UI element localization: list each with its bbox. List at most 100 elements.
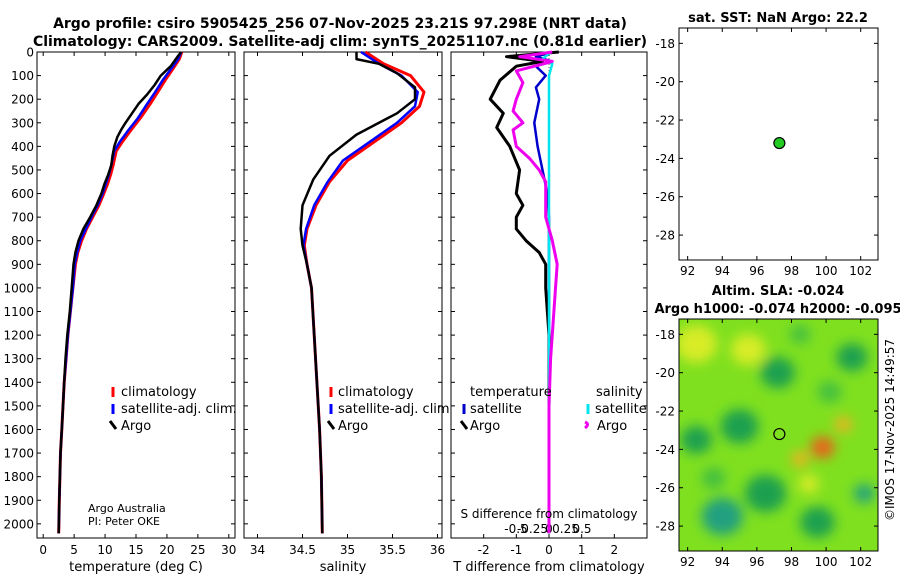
- salinity-x-ticks: 34 34.5 35 35.5 36: [250, 52, 445, 557]
- y-tick-label: 300: [11, 116, 34, 130]
- y-tick-label: 500: [11, 163, 34, 177]
- sla-map-points: [773, 427, 786, 441]
- x-tick-label: 1: [578, 543, 586, 557]
- temperature-legend: climatology satellite-adj. clim. Argo: [108, 385, 237, 434]
- sub-title: Climatology: CARS2009. Satellite-adj cli…: [33, 34, 647, 50]
- legend-s-satellite-label: satellite: [595, 402, 647, 417]
- s-tick-label: 0.5: [572, 522, 591, 536]
- temperature-y-ticks: 0 100 200 300 400 500 600 700 800 900 1000 1100 1200…: [3, 46, 235, 531]
- x-tick-label: 0: [39, 543, 47, 557]
- series-line-argo: [299, 52, 417, 534]
- y-tick-label: -22: [655, 405, 675, 419]
- x-tick-label: 34: [250, 543, 265, 557]
- y-tick-label: 200: [11, 93, 34, 107]
- y-tick-label: 1400: [3, 376, 34, 390]
- sla-map-ticks: 92 94 96 98 100 102 -18 -20 -22 -24 -26 -28: [655, 319, 878, 569]
- x-tick-label: 20: [159, 543, 174, 557]
- x-tick-label: 35.5: [379, 543, 406, 557]
- y-tick-label: -24: [655, 152, 675, 166]
- x-tick-label: 36: [430, 543, 445, 557]
- salinity-panel: 34 34.5 35 35.5 36 salinity climatology sate…: [243, 50, 454, 575]
- x-tick-label: 92: [680, 264, 695, 278]
- temperature-x-label: temperature (deg C): [69, 560, 203, 575]
- legend-argo-label: Argo: [121, 419, 151, 434]
- x-tick-label: 10: [97, 543, 112, 557]
- salinity-legend: climatology satellite-adj. clim. Argo: [326, 385, 454, 434]
- y-tick-label: -18: [655, 328, 675, 342]
- legend-climatology-label: climatology: [121, 385, 197, 400]
- x-tick-label: 34.5: [289, 543, 316, 557]
- x-tick-label: 100: [815, 555, 838, 569]
- sla-heatmap: [679, 324, 875, 538]
- y-tick-label: 700: [11, 211, 34, 225]
- series-line-argo: [57, 51, 183, 534]
- legend-t-argo-mark: [459, 420, 469, 430]
- y-tick-label: 1600: [3, 423, 34, 437]
- main-title: Argo profile: csiro 5905425_256 07-Nov-2…: [53, 16, 627, 32]
- sst-title: sat. SST: NaN Argo: 22.2: [688, 11, 868, 26]
- s-difference-label: S difference from climatology: [461, 507, 638, 521]
- y-tick-label: 800: [11, 234, 34, 248]
- difference-panel: -2 -1 0 1 2 -0.5-0.25 0 0.250.5 S difference f…: [450, 50, 648, 575]
- x-tick-label: -2: [478, 543, 490, 557]
- y-tick-label: 1000: [3, 281, 34, 295]
- y-tick-label: 2000: [3, 517, 34, 531]
- x-tick-label: 98: [784, 555, 799, 569]
- s-tick-label: 0.25: [552, 522, 579, 536]
- x-tick-label: 96: [749, 264, 764, 278]
- temperature-lines: [57, 51, 184, 534]
- y-tick-label: -20: [655, 366, 675, 380]
- sst-map-panel: sat. SST: NaN Argo: 22.2 92 94 96 98 100 102 -…: [655, 11, 879, 278]
- sla-anomaly-patch: [810, 436, 835, 459]
- sst-map-ticks: 92 94 96 98 100 102 -18 -20 -22 -24 -26 -28: [655, 28, 878, 278]
- y-tick-label: -26: [655, 481, 675, 495]
- y-tick-label: 1100: [3, 305, 34, 319]
- y-tick-label: 400: [11, 140, 34, 154]
- difference-y-ticks: [451, 51, 647, 525]
- y-tick-label: -28: [655, 520, 675, 534]
- y-tick-label: -18: [655, 37, 675, 51]
- sla-anomaly-patch: [744, 474, 787, 513]
- temperature-panel: 0100200300400500600700800900100011001200…: [3, 46, 236, 576]
- y-tick-label: -20: [655, 75, 675, 89]
- legend-satellite-clim-label: satellite-adj. clim.: [121, 402, 237, 417]
- x-tick-label: 100: [815, 264, 838, 278]
- y-tick-label: -26: [655, 190, 675, 204]
- sla-anomaly-patch: [679, 325, 718, 363]
- sla-title-line2: Argo h1000: -0.074 h2000: -0.095: [654, 302, 900, 317]
- legend-t-satellite-label: satellite: [470, 402, 522, 417]
- sla-anomaly-patch: [817, 380, 842, 403]
- y-tick-label: -28: [655, 229, 675, 243]
- x-tick-label: 98: [784, 264, 799, 278]
- sla-anomaly-patch: [701, 497, 744, 536]
- x-tick-label: 102: [849, 264, 872, 278]
- y-tick-label: 100: [11, 69, 34, 83]
- argo-location-marker: [773, 427, 786, 441]
- y-tick-label: 1500: [3, 399, 34, 413]
- legend-t-argo-label: Argo: [470, 419, 500, 434]
- sla-anomaly-patch: [800, 506, 835, 538]
- credit-line1: Argo Australia: [88, 502, 166, 515]
- y-tick-label: -24: [655, 443, 675, 457]
- series-line-s-argo: [511, 50, 559, 534]
- legend-argo-mark: [326, 420, 336, 430]
- x-tick-label: 2: [611, 543, 619, 557]
- legend-temperature-title: temperature: [470, 385, 552, 400]
- y-tick-label: -22: [655, 114, 675, 128]
- temperature-x-ticks: 0 5 10 15 20 25 30: [39, 52, 236, 557]
- x-tick-label: 25: [190, 543, 205, 557]
- y-tick-label: 1300: [3, 352, 34, 366]
- x-tick-label: 94: [715, 555, 730, 569]
- sla-title-line1: Altim. SLA: -0.024: [712, 284, 844, 299]
- sla-anomaly-patch: [680, 425, 712, 454]
- x-tick-label: 15: [128, 543, 143, 557]
- legend-satellite-clim-label: satellite-adj. clim.: [338, 402, 454, 417]
- series-line-s-satellite: [541, 51, 554, 534]
- x-tick-label: 35: [340, 543, 355, 557]
- credit-line2: PI: Peter OKE: [88, 515, 160, 528]
- difference-lines: [488, 50, 559, 534]
- salinity-axes-box: [243, 51, 443, 539]
- sla-axes-box: [678, 318, 879, 552]
- legend-climatology-label: climatology: [338, 385, 414, 400]
